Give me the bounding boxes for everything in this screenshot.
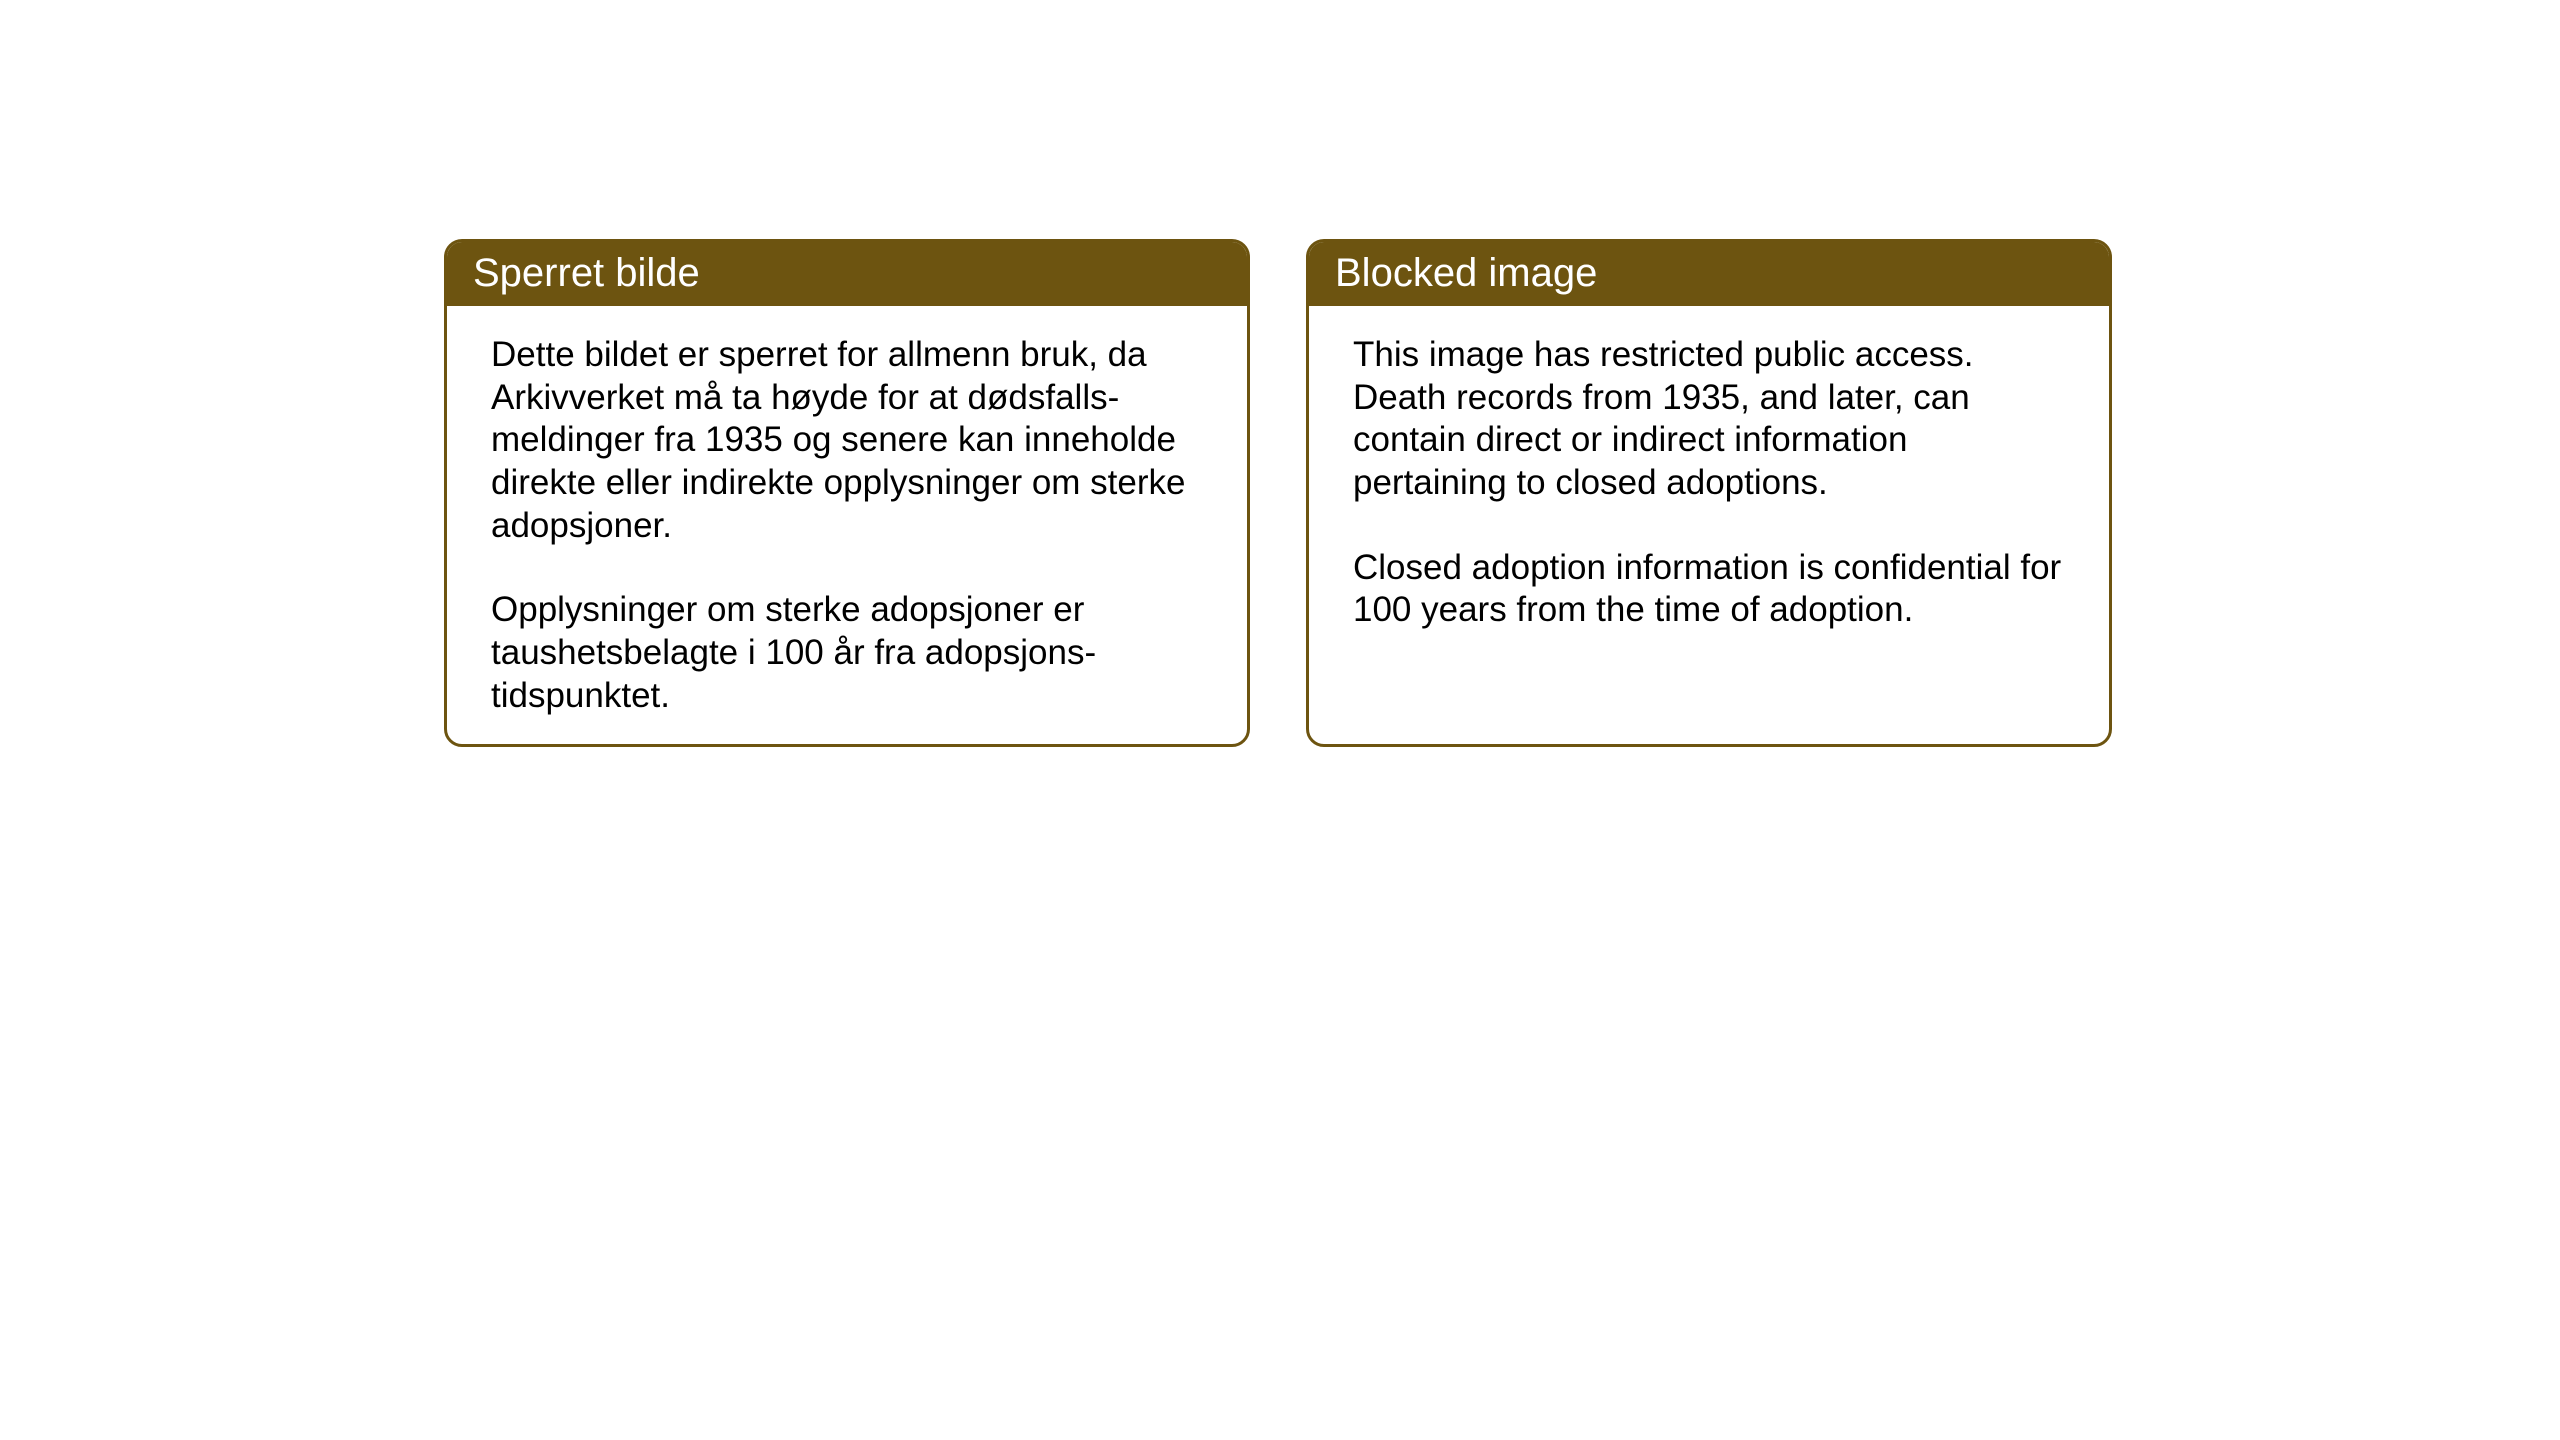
card-norwegian-title: Sperret bilde	[473, 251, 700, 295]
cards-container: Sperret bilde Dette bildet er sperret fo…	[444, 239, 2112, 747]
card-norwegian-paragraph1: Dette bildet er sperret for allmenn bruk…	[491, 334, 1203, 547]
card-norwegian: Sperret bilde Dette bildet er sperret fo…	[444, 239, 1250, 747]
card-english: Blocked image This image has restricted …	[1306, 239, 2112, 747]
card-english-paragraph1: This image has restricted public access.…	[1353, 334, 2065, 505]
card-english-paragraph2: Closed adoption information is confident…	[1353, 547, 2065, 632]
card-norwegian-paragraph2: Opplysninger om sterke adopsjoner er tau…	[491, 589, 1203, 717]
card-english-title: Blocked image	[1335, 251, 1597, 295]
card-norwegian-header: Sperret bilde	[447, 242, 1247, 306]
card-norwegian-body: Dette bildet er sperret for allmenn bruk…	[447, 306, 1247, 746]
card-english-body: This image has restricted public access.…	[1309, 306, 2109, 660]
card-english-header: Blocked image	[1309, 242, 2109, 306]
